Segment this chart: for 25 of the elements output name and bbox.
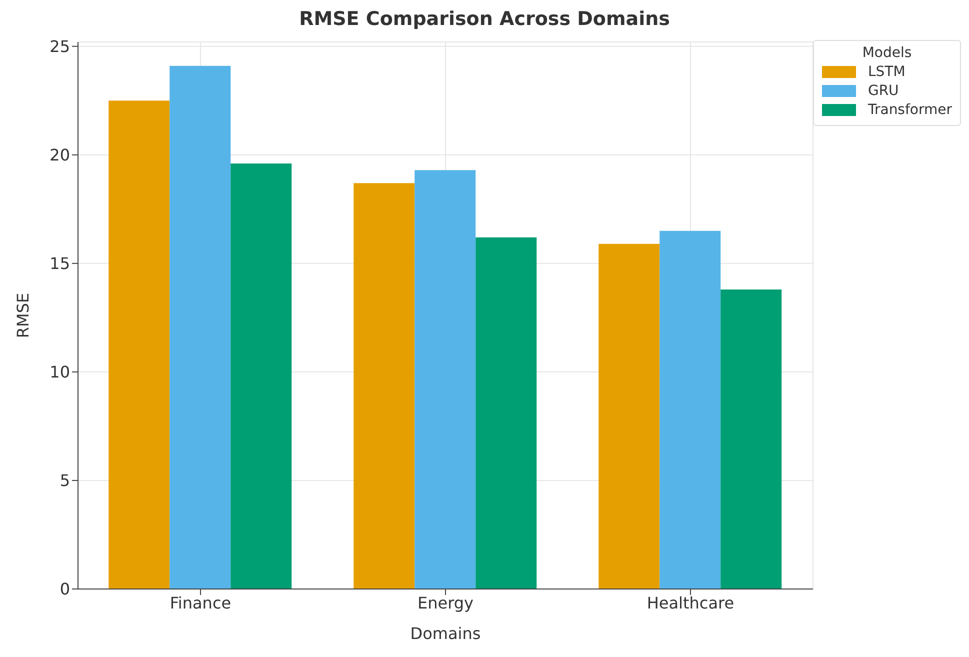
- y-tick-label: 10: [50, 362, 70, 382]
- y-axis-title: RMSE: [14, 292, 33, 338]
- bar: [414, 170, 476, 589]
- x-tick-label: Healthcare: [646, 593, 734, 612]
- bar: [720, 289, 782, 589]
- bar: [230, 164, 292, 589]
- x-tick-label: Energy: [417, 593, 474, 612]
- y-tick-label: 5: [60, 471, 70, 490]
- legend-label: Transformer: [868, 102, 952, 118]
- y-tick-label: 0: [60, 580, 70, 599]
- y-tick-label: 20: [50, 146, 70, 165]
- bar: [598, 244, 660, 589]
- legend-title: Models: [861, 45, 913, 61]
- bar: [170, 66, 231, 589]
- bar: [108, 100, 170, 589]
- legend-label: GRU: [868, 83, 899, 99]
- bar: [660, 230, 721, 589]
- bar: [354, 183, 415, 589]
- chart-title: RMSE Comparison Across Domains: [298, 8, 671, 32]
- x-axis-title: Domains: [410, 624, 481, 643]
- x-tick-label: Finance: [170, 593, 232, 612]
- bar: [476, 237, 537, 589]
- legend-label: LSTM: [868, 64, 906, 80]
- y-tick-label: 15: [50, 254, 70, 274]
- y-tick-label: 25: [50, 37, 70, 56]
